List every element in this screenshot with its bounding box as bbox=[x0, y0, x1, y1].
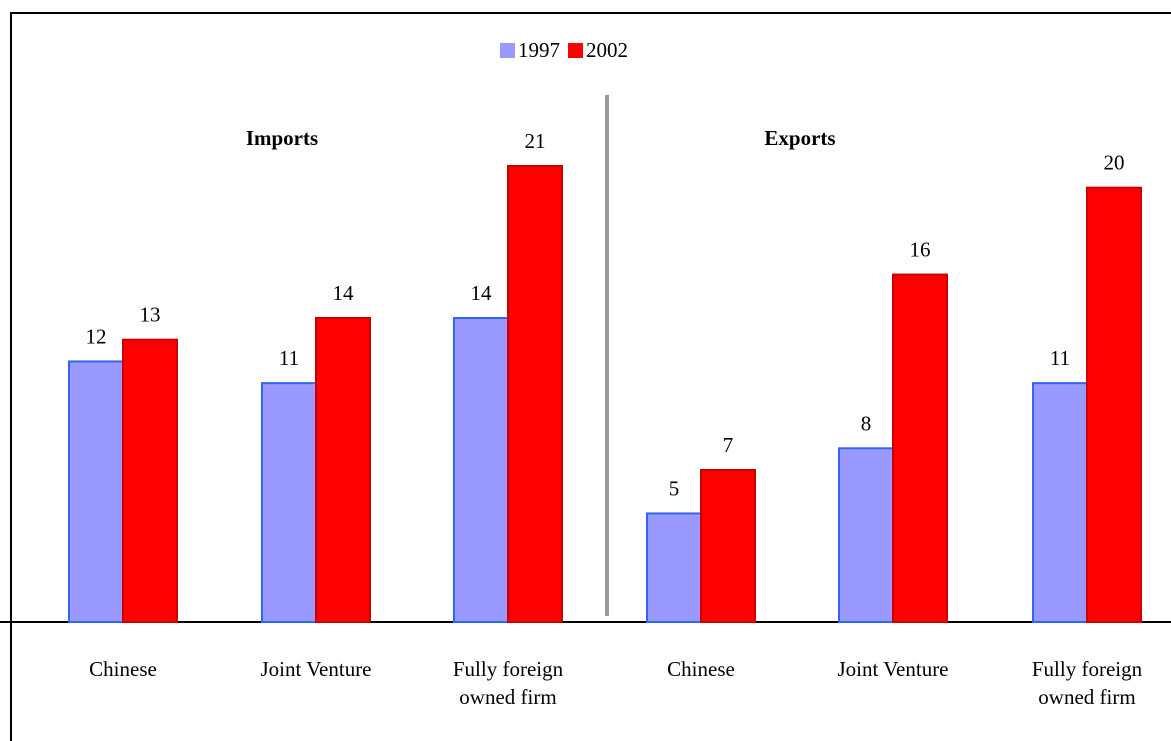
data-label: 11 bbox=[1050, 346, 1070, 370]
bar bbox=[700, 469, 756, 623]
data-label: 5 bbox=[669, 476, 680, 500]
x-tick-label: Fully foreign owned firm bbox=[452, 657, 564, 709]
bar bbox=[122, 338, 178, 623]
bar bbox=[646, 512, 702, 624]
bar bbox=[1086, 186, 1142, 623]
bar bbox=[261, 382, 317, 623]
data-label: 12 bbox=[86, 324, 107, 348]
x-tick-label: Chinese bbox=[89, 657, 157, 681]
x-tick-label: Joint Venture bbox=[837, 657, 949, 681]
panel-title: Exports bbox=[764, 126, 835, 150]
bar bbox=[453, 317, 509, 623]
data-label: 13 bbox=[140, 303, 161, 327]
data-label: 8 bbox=[861, 411, 872, 435]
x-tick-label: Joint Venture bbox=[260, 657, 372, 681]
bar bbox=[892, 273, 948, 623]
bar bbox=[315, 317, 371, 623]
data-label: 14 bbox=[471, 281, 493, 305]
bar bbox=[838, 447, 894, 623]
legend-label: 2002 bbox=[586, 38, 628, 62]
x-tick-label: Chinese bbox=[667, 657, 735, 681]
data-label: 14 bbox=[333, 281, 355, 305]
legend-swatch bbox=[500, 43, 515, 58]
frame bbox=[10, 12, 1171, 741]
data-label: 7 bbox=[723, 433, 734, 457]
data-label: 11 bbox=[279, 346, 299, 370]
bar bbox=[1032, 382, 1088, 623]
legend-label: 1997 bbox=[518, 38, 560, 62]
bar bbox=[68, 360, 124, 623]
legend-swatch bbox=[568, 43, 583, 58]
x-tick-label: Fully foreign owned firm bbox=[1031, 657, 1143, 709]
data-label: 20 bbox=[1104, 151, 1125, 175]
panel-title: Imports bbox=[246, 126, 318, 150]
bar bbox=[507, 165, 563, 623]
data-label: 21 bbox=[525, 129, 546, 153]
data-label: 16 bbox=[910, 238, 931, 262]
